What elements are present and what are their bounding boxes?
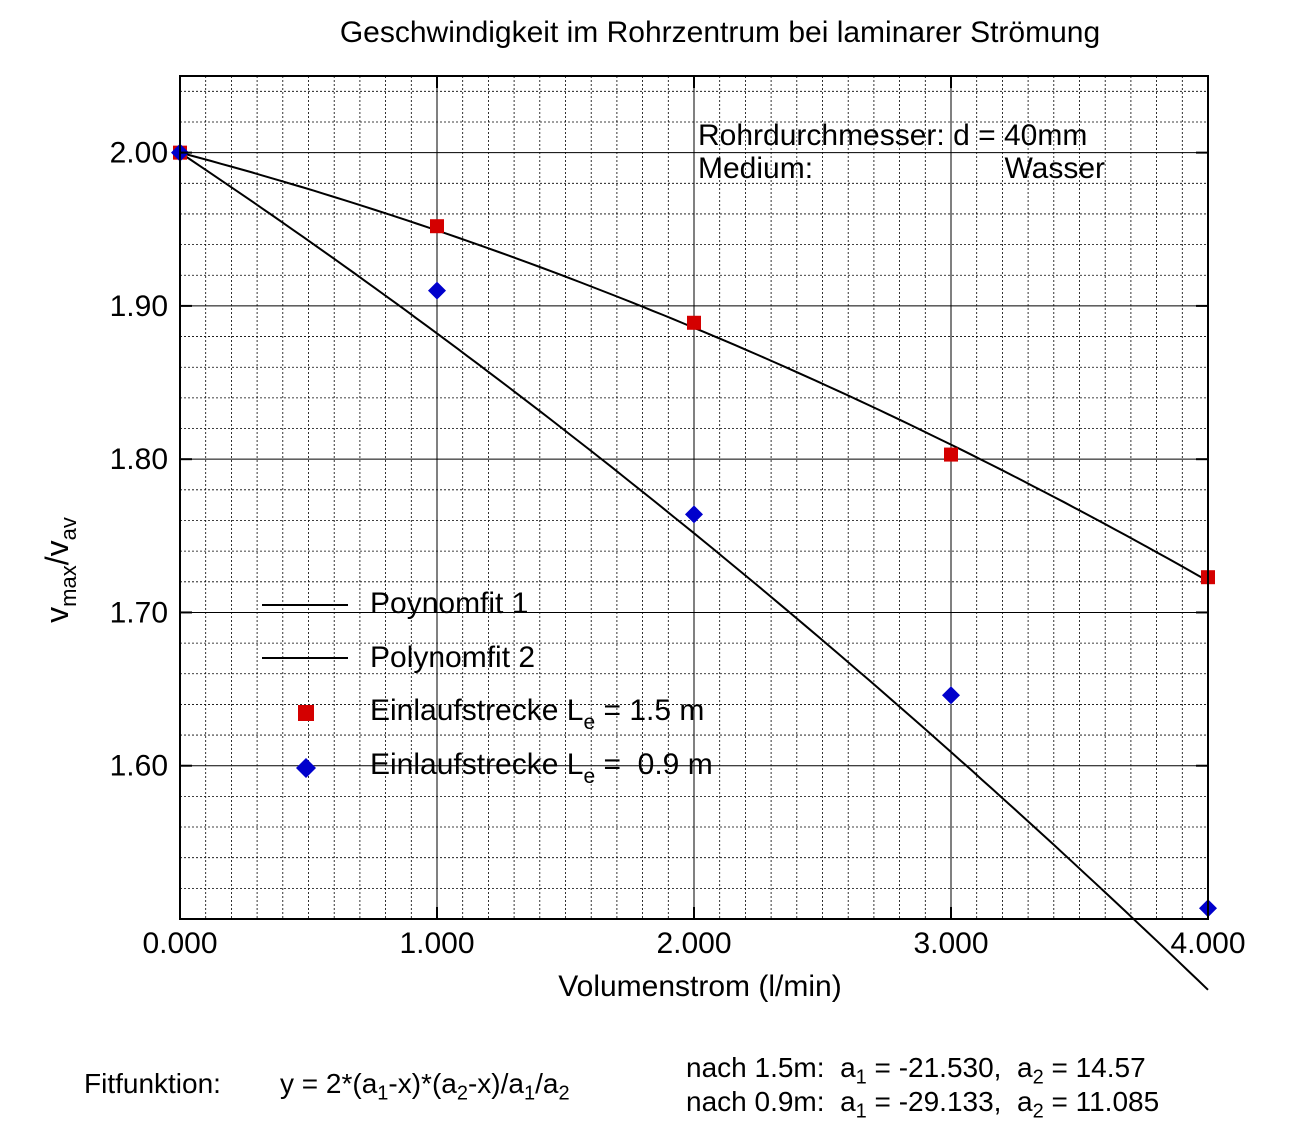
x-tick-label: 0.000 [142, 927, 217, 960]
data-point-square [430, 219, 444, 234]
x-tick-label: 2.000 [656, 927, 731, 960]
y-tick-label: 1.80 [110, 443, 168, 476]
fit-function-formula: y = 2*(a1-x)*(a2-x)/a1/a2 [280, 1068, 570, 1105]
y-axis-label: vmax/vav [39, 517, 81, 623]
y-tick-label: 2.00 [110, 137, 168, 170]
legend-marker-diamond [296, 758, 316, 778]
legend-marker-square [298, 705, 314, 721]
fit-curve-2 [179, 151, 1209, 991]
y-tick-label: 1.90 [110, 290, 168, 323]
fit-params-row: nach 1.5m: a1 = -21.530, a2 = 14.57 [686, 1052, 1146, 1089]
annotation-medium-value: Wasser [1004, 152, 1105, 185]
data-point-square [944, 447, 958, 462]
fit-params-row: nach 0.9m: a1 = -29.133, a2 = 11.085 [686, 1086, 1160, 1123]
annotation-medium-label: Medium: [698, 152, 813, 185]
x-tick-label: 3.000 [913, 927, 988, 960]
x-axis-label: Volumenstrom (l/min) [558, 970, 841, 1003]
fit-function-label: Fitfunktion: [84, 1068, 221, 1099]
legend-label-09m: Einlaufstrecke Le = 0.9 m [370, 748, 713, 788]
data-points [171, 143, 1217, 918]
fit-function: Fitfunktion: [84, 1070, 221, 1098]
legend-label-fit2: Polynomfit 2 [370, 641, 535, 674]
x-axis-ticks: 0.000 1.000 2.000 3.000 4.000 [142, 76, 1246, 960]
y-tick-label: 1.70 [110, 596, 168, 629]
data-point-diamond [942, 686, 960, 705]
annotation: Rohrdurchmesser: d = 40mm Medium: Wasser [698, 119, 1105, 185]
legend-label-fit1: Poynomfit 1 [370, 587, 528, 620]
y-tick-label: 1.60 [110, 750, 168, 783]
data-point-square [687, 315, 701, 330]
plot-grid [180, 76, 1208, 919]
x-tick-label: 4.000 [1170, 927, 1245, 960]
legend: Poynomfit 1 Polynomfit 2 Einlaufstrecke … [262, 587, 713, 788]
data-point-diamond [428, 281, 446, 300]
x-tick-label: 1.000 [399, 927, 474, 960]
y-axis-ticks: 1.60 1.70 1.80 1.90 2.00 [110, 137, 1208, 783]
data-point-diamond [685, 505, 703, 524]
chart-title: Geschwindigkeit im Rohrzentrum bei lamin… [340, 16, 1100, 49]
legend-label-15m: Einlaufstrecke Le = 1.5 m [370, 694, 704, 734]
annotation-diameter: Rohrdurchmesser: d = 40mm [698, 119, 1087, 152]
